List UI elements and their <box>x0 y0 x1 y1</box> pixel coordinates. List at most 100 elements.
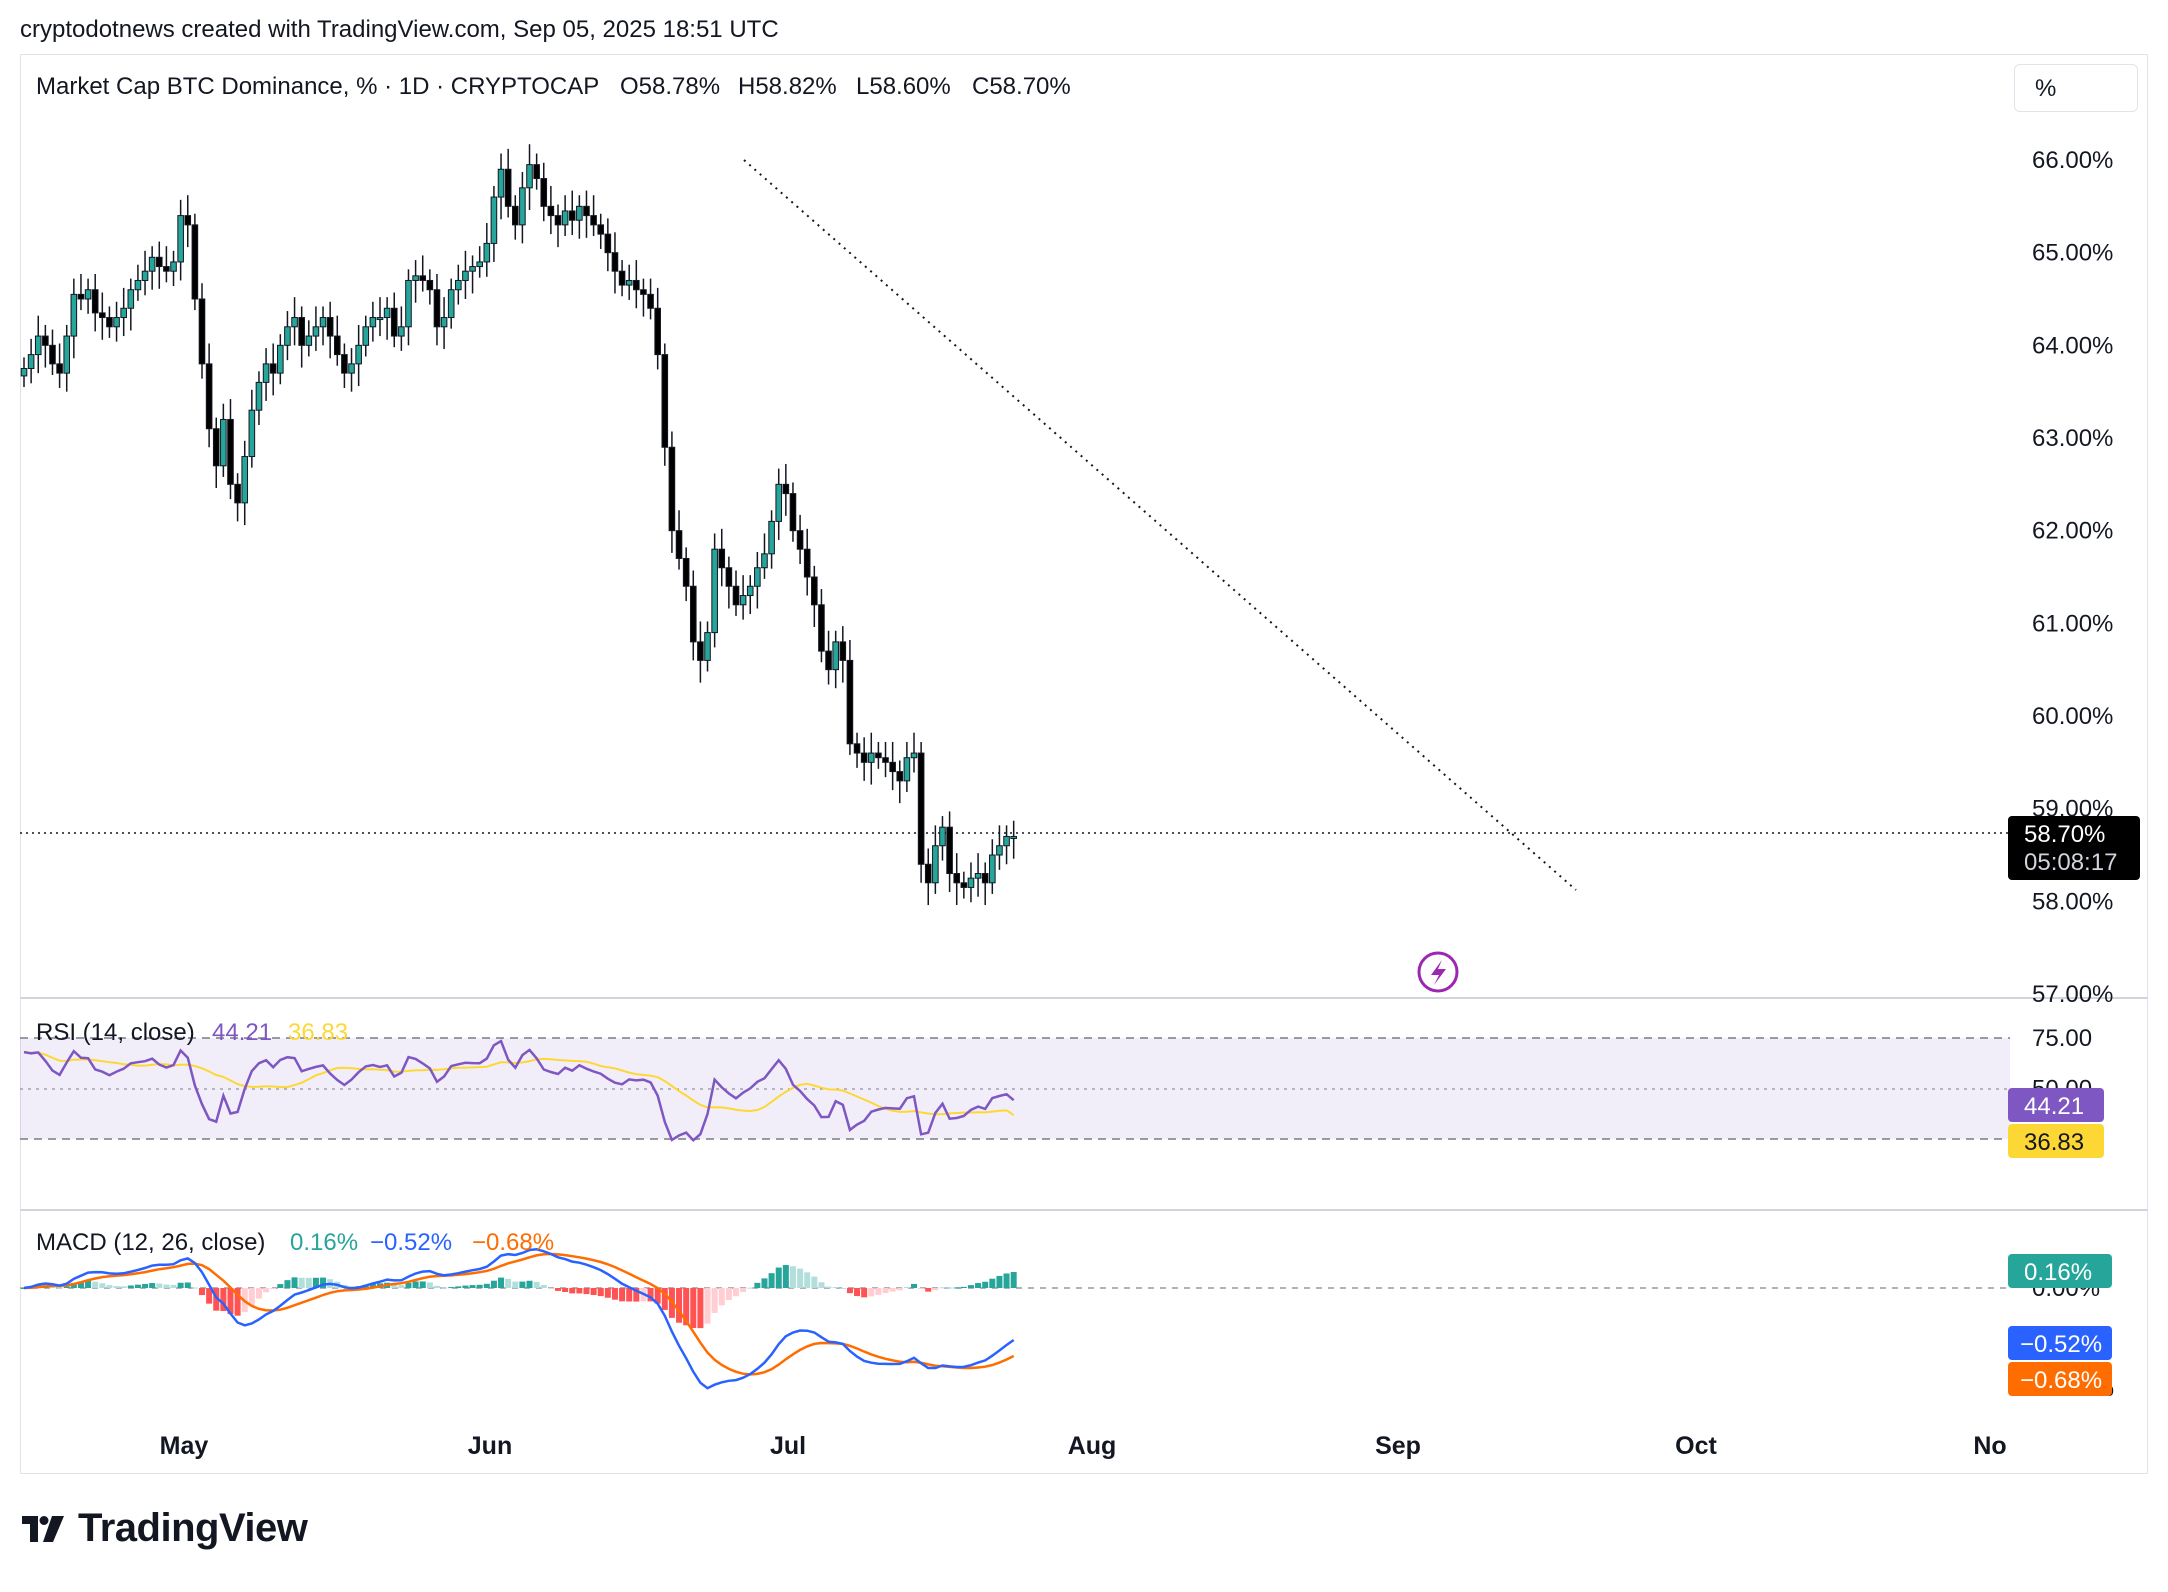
macd-axis-label: −0.52% <box>2020 1331 2102 1358</box>
macd-title: MACD (12, 26, close) <box>36 1229 265 1256</box>
candle-up <box>989 854 996 884</box>
candle-up <box>398 326 405 337</box>
candle-down <box>875 752 882 759</box>
macd-histogram-bar <box>804 1272 811 1288</box>
tradingview-logo[interactable]: TradingView <box>22 1506 308 1551</box>
time-tick-label: May <box>160 1432 209 1460</box>
candle-down <box>504 168 512 207</box>
macd-histogram-bar <box>590 1288 597 1296</box>
macd-histogram-bar <box>811 1276 818 1288</box>
macd-histogram-bar <box>1003 1273 1010 1288</box>
candle-down <box>654 307 661 356</box>
time-tick-label: Jul <box>770 1432 806 1460</box>
countdown-label: 05:08:17 <box>2024 849 2117 876</box>
candle-down <box>853 743 861 754</box>
macd-histogram-bar <box>911 1283 917 1288</box>
candle-up <box>746 585 754 597</box>
candle-up <box>526 164 533 189</box>
candle-down <box>554 215 562 226</box>
macd-histogram-bar <box>263 1288 270 1293</box>
candle-down <box>77 293 85 300</box>
candle-down <box>811 576 818 606</box>
macd-histogram-bar <box>654 1288 661 1304</box>
macd-histogram-bar <box>85 1280 92 1288</box>
candle-down <box>227 418 234 485</box>
candle-down <box>269 363 277 374</box>
macd-histogram-bar <box>775 1267 782 1288</box>
macd-histogram-bar <box>967 1285 974 1288</box>
macd-histogram-bar <box>982 1281 989 1288</box>
candle-up <box>974 873 982 879</box>
macd-histogram-bar <box>220 1288 227 1311</box>
candle-up <box>113 317 120 328</box>
candle-up <box>711 548 718 634</box>
candle-up <box>70 293 78 337</box>
candle-down <box>782 483 790 495</box>
candle-up <box>84 289 92 300</box>
macd-histogram-bar <box>683 1288 690 1326</box>
candle-down <box>234 483 241 504</box>
candle-down <box>426 279 434 291</box>
candle-down <box>42 335 49 346</box>
candle-up <box>284 326 291 346</box>
candle-up <box>134 279 142 291</box>
candle-up <box>739 595 747 606</box>
macd-histogram-bar <box>77 1281 84 1288</box>
candle-down <box>946 826 953 875</box>
candle-down <box>590 215 597 226</box>
macd-histogram-bar <box>106 1285 113 1288</box>
candle-up <box>412 275 419 281</box>
candle-down <box>298 317 305 346</box>
candle-up <box>483 242 491 263</box>
candle-up <box>376 317 384 321</box>
candle-up <box>241 456 249 504</box>
candle-up <box>405 279 412 328</box>
candle-up <box>939 826 946 847</box>
macd-histogram-bar <box>547 1288 554 1289</box>
candle-down <box>205 363 213 430</box>
candle-up <box>768 520 775 555</box>
percent-scale-button[interactable]: % <box>2014 64 2138 112</box>
candle-up <box>967 877 975 888</box>
candle-up <box>490 196 498 244</box>
symbol-title: Market Cap BTC Dominance, % · 1D · CRYPT… <box>36 73 599 100</box>
price-axis[interactable]: 66.00% 65.00% 64.00% 63.00% 62.00% 61.00% 60.0… <box>2032 147 2113 1008</box>
time-axis[interactable]: May Jun Jul Aug Sep Oct No <box>160 1432 2007 1460</box>
macd-histogram-bar <box>562 1288 569 1292</box>
macd-histogram-bar <box>448 1287 455 1289</box>
macd-histogram-bar <box>818 1282 825 1288</box>
candle-up <box>63 335 71 374</box>
trendline[interactable] <box>743 159 1577 891</box>
macd-histogram-bar <box>184 1282 191 1288</box>
macd-histogram-bar <box>305 1277 312 1288</box>
candle-down <box>640 289 647 295</box>
macd-histogram-bar <box>889 1288 896 1292</box>
candle-down <box>917 752 925 865</box>
macd-axis-label-box <box>2008 1326 2112 1360</box>
time-tick-label: No <box>1973 1432 2006 1460</box>
candle-down <box>789 493 797 532</box>
macd-histogram-bar <box>199 1288 205 1296</box>
candle-down <box>597 224 605 235</box>
macd-histogram-bar <box>832 1287 839 1289</box>
candle-down <box>56 363 63 374</box>
attribution-text: cryptodotnews created with TradingView.c… <box>20 16 779 43</box>
time-tick-label: Oct <box>1675 1432 1717 1460</box>
candle-down <box>49 344 56 365</box>
price-tick-label: 66.00% <box>2032 147 2113 174</box>
candle-up <box>177 215 184 263</box>
macd-histogram-bar <box>789 1266 796 1288</box>
candle-up <box>775 483 783 522</box>
candle-down <box>533 164 540 180</box>
macd-histogram-bar <box>661 1288 668 1310</box>
signal-line <box>23 1252 1015 1376</box>
candle-down <box>960 882 968 888</box>
macd-histogram-bar <box>455 1286 462 1288</box>
macd-histogram-bar <box>398 1285 405 1288</box>
lightning-icon[interactable] <box>1417 951 1459 993</box>
macd-histogram-bar <box>369 1283 376 1288</box>
price-tick-label: 64.00% <box>2032 332 2113 359</box>
macd-histogram-bar <box>725 1288 732 1300</box>
candle-down <box>106 317 113 328</box>
